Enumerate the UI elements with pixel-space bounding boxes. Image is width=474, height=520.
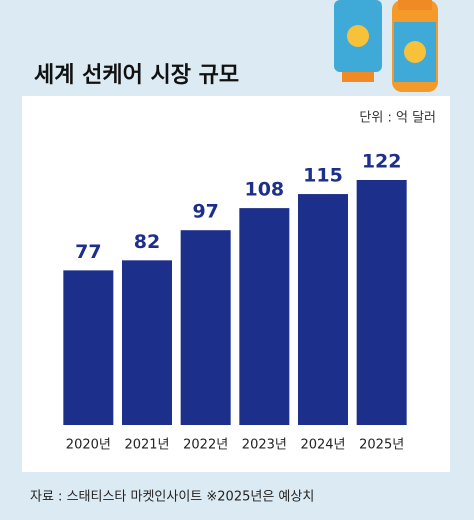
value-label: 97 <box>192 201 218 223</box>
x-tick-label: 2022년 <box>183 438 228 453</box>
sunscreen-icon <box>334 0 438 92</box>
bar <box>298 194 348 425</box>
x-tick-label: 2025년 <box>359 438 404 453</box>
value-label: 122 <box>362 151 402 173</box>
source-note: 자료 : 스태티스타 마켓인사이트 ※2025년은 예상치 <box>30 490 314 505</box>
bar <box>356 180 407 425</box>
value-label: 77 <box>75 241 101 263</box>
value-label: 108 <box>244 179 284 201</box>
chart-title: 세계 선케어 시장 규모 <box>34 63 239 88</box>
x-tick-label: 2024년 <box>300 438 345 453</box>
x-tick-label: 2023년 <box>242 438 287 453</box>
x-tick-label: 2021년 <box>124 438 169 453</box>
bar <box>239 208 290 425</box>
x-tick-label: 2020년 <box>66 438 111 453</box>
bar <box>122 260 172 425</box>
bar <box>180 230 231 425</box>
unit-label: 단위 : 억 달러 <box>359 111 436 126</box>
bar <box>63 270 114 425</box>
value-label: 82 <box>134 231 160 253</box>
value-label: 115 <box>303 165 343 187</box>
